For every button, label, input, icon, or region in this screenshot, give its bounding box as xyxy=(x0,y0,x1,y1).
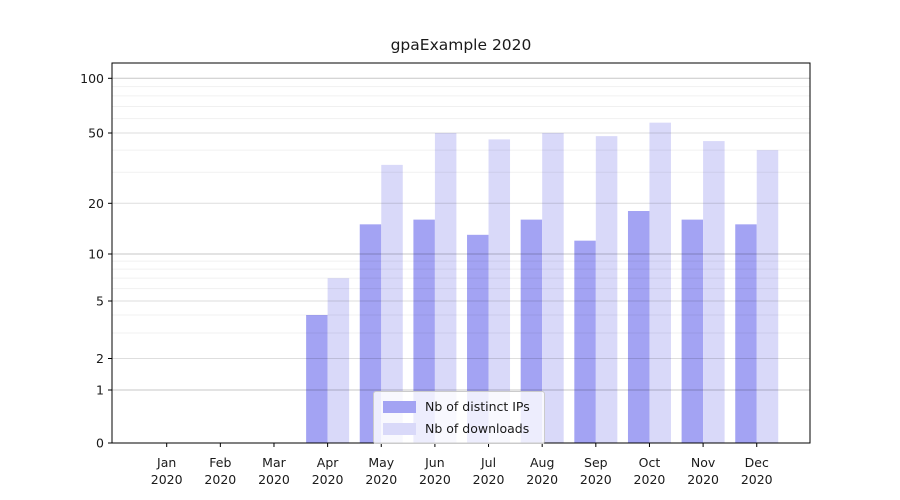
x-tick-label-dec: Dec 2020 xyxy=(741,455,773,487)
bar-downloads-jul[interactable] xyxy=(488,139,511,444)
bar-distinct-ips-sep[interactable] xyxy=(574,240,596,443)
bar-downloads-nov[interactable] xyxy=(703,141,725,444)
bar-distinct-ips-jul[interactable] xyxy=(467,234,489,443)
x-tick-label-feb: Feb 2020 xyxy=(204,455,236,487)
chart-title: gpaExample 2020 xyxy=(390,36,532,54)
y-tick-label-5: 5 xyxy=(96,294,104,309)
bar-downloads-dec[interactable] xyxy=(756,150,779,443)
y-tick-label-50: 50 xyxy=(88,126,104,141)
bar-downloads-sep[interactable] xyxy=(595,136,618,443)
legend: Nb of distinct IPs Nb of downloads xyxy=(373,391,545,444)
y-tick-label-100: 100 xyxy=(80,71,104,86)
legend-swatch-downloads xyxy=(383,422,416,435)
bar-distinct-ips-dec[interactable] xyxy=(735,224,757,443)
x-tick-label-jun: Jun 2020 xyxy=(419,455,451,487)
legend-label-downloads: Nb of downloads xyxy=(425,421,530,436)
legend-item-distinct-ips: Nb of distinct IPs xyxy=(383,397,535,416)
y-tick-label-20: 20 xyxy=(88,196,104,211)
x-tick-label-may: May 2020 xyxy=(365,455,397,487)
y-tick-label-0: 0 xyxy=(96,436,104,451)
x-tick-label-apr: Apr 2020 xyxy=(312,455,344,487)
bar-distinct-ips-jun[interactable] xyxy=(413,219,435,443)
bar-distinct-ips-nov[interactable] xyxy=(681,219,704,443)
y-tick-label-1: 1 xyxy=(96,383,104,398)
bar-distinct-ips-may[interactable] xyxy=(359,224,382,443)
x-tick-label-aug: Aug 2020 xyxy=(526,455,558,487)
x-tick-label-jul: Jul 2020 xyxy=(473,455,505,487)
x-tick-label-oct: Oct 2020 xyxy=(634,455,666,487)
bar-downloads-jun[interactable] xyxy=(434,133,457,443)
legend-swatch-distinct-ips xyxy=(383,400,416,413)
legend-label-distinct-ips: Nb of distinct IPs xyxy=(425,399,530,414)
bar-downloads-aug[interactable] xyxy=(542,133,564,443)
legend-item-downloads: Nb of downloads xyxy=(383,419,535,438)
y-tick-label-2: 2 xyxy=(96,351,104,366)
bar-distinct-ips-oct[interactable] xyxy=(627,211,650,443)
x-tick-label-nov: Nov 2020 xyxy=(687,455,719,487)
bar-downloads-apr[interactable] xyxy=(327,278,350,443)
bar-distinct-ips-aug[interactable] xyxy=(520,219,543,443)
x-tick-label-jan: Jan 2020 xyxy=(151,455,183,487)
bar-downloads-oct[interactable] xyxy=(649,122,671,443)
bar-downloads-may[interactable] xyxy=(381,164,403,443)
x-tick-label-sep: Sep 2020 xyxy=(580,455,612,487)
bar-distinct-ips-apr[interactable] xyxy=(306,315,328,443)
y-tick-label-10: 10 xyxy=(88,247,104,262)
x-tick-label-mar: Mar 2020 xyxy=(258,455,290,487)
